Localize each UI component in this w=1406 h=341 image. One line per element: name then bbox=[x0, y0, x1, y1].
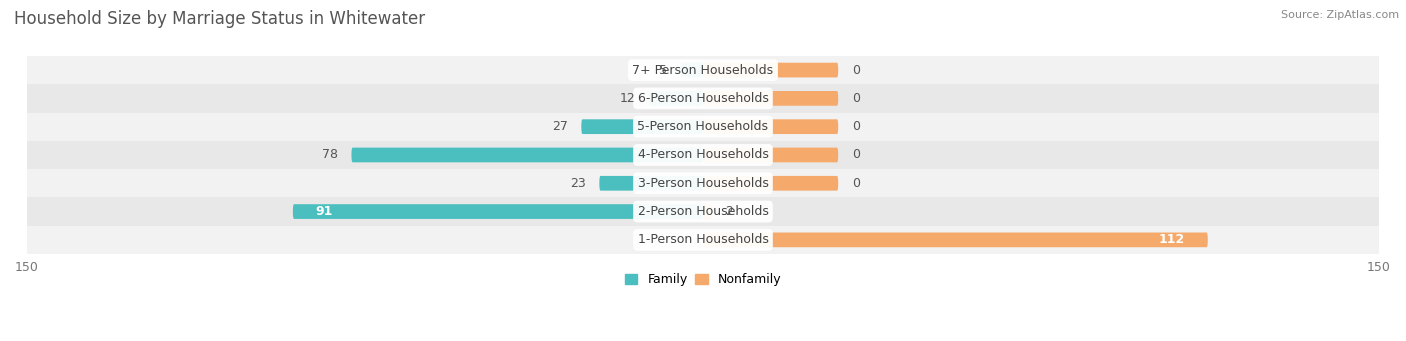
Text: 0: 0 bbox=[852, 63, 859, 77]
Text: 0: 0 bbox=[852, 120, 859, 133]
FancyBboxPatch shape bbox=[703, 204, 711, 219]
Text: 0: 0 bbox=[852, 92, 859, 105]
FancyBboxPatch shape bbox=[703, 119, 838, 134]
Text: 27: 27 bbox=[553, 120, 568, 133]
Text: 112: 112 bbox=[1159, 233, 1185, 247]
Text: 5: 5 bbox=[659, 63, 666, 77]
FancyBboxPatch shape bbox=[703, 176, 838, 191]
Text: 78: 78 bbox=[322, 148, 337, 162]
Text: 6-Person Households: 6-Person Households bbox=[637, 92, 769, 105]
FancyBboxPatch shape bbox=[650, 91, 703, 106]
Text: 0: 0 bbox=[852, 177, 859, 190]
FancyBboxPatch shape bbox=[599, 176, 703, 191]
Legend: Family, Nonfamily: Family, Nonfamily bbox=[620, 268, 786, 291]
FancyBboxPatch shape bbox=[292, 204, 703, 219]
Bar bbox=[27, 197, 1379, 226]
Text: 23: 23 bbox=[569, 177, 586, 190]
Text: 12: 12 bbox=[620, 92, 636, 105]
Bar bbox=[27, 226, 1379, 254]
FancyBboxPatch shape bbox=[703, 63, 838, 77]
Bar bbox=[27, 56, 1379, 84]
Text: 1-Person Households: 1-Person Households bbox=[637, 233, 769, 247]
Text: 0: 0 bbox=[852, 148, 859, 162]
Text: 4-Person Households: 4-Person Households bbox=[637, 148, 769, 162]
Bar bbox=[27, 84, 1379, 113]
Text: 5-Person Households: 5-Person Households bbox=[637, 120, 769, 133]
Bar bbox=[27, 141, 1379, 169]
FancyBboxPatch shape bbox=[703, 91, 838, 106]
Bar bbox=[27, 113, 1379, 141]
Text: Source: ZipAtlas.com: Source: ZipAtlas.com bbox=[1281, 10, 1399, 20]
Text: 7+ Person Households: 7+ Person Households bbox=[633, 63, 773, 77]
Text: 91: 91 bbox=[315, 205, 333, 218]
Text: Household Size by Marriage Status in Whitewater: Household Size by Marriage Status in Whi… bbox=[14, 10, 425, 28]
FancyBboxPatch shape bbox=[581, 119, 703, 134]
FancyBboxPatch shape bbox=[703, 233, 1208, 247]
FancyBboxPatch shape bbox=[352, 148, 703, 162]
Text: 3-Person Households: 3-Person Households bbox=[637, 177, 769, 190]
FancyBboxPatch shape bbox=[681, 63, 703, 77]
Text: 2: 2 bbox=[725, 205, 734, 218]
Text: 2-Person Households: 2-Person Households bbox=[637, 205, 769, 218]
FancyBboxPatch shape bbox=[703, 148, 838, 162]
Bar bbox=[27, 169, 1379, 197]
